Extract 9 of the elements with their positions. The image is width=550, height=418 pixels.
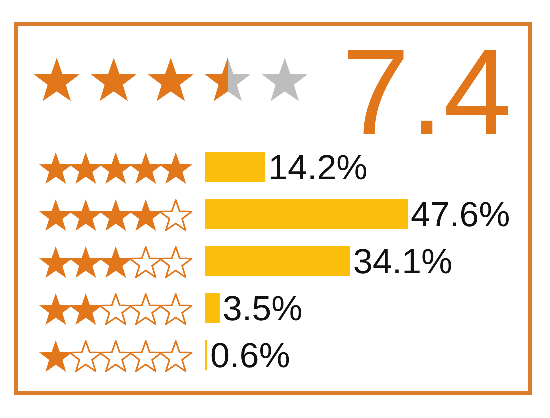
bar (205, 293, 220, 324)
bar (205, 340, 208, 371)
bar (205, 246, 350, 277)
data-label: 47.6% (411, 196, 510, 234)
data-label: 34.1% (353, 242, 453, 282)
bar (205, 199, 408, 230)
bar (205, 152, 266, 183)
data-label: 0.6% (210, 336, 290, 376)
data-label: 3.5% (222, 290, 303, 328)
